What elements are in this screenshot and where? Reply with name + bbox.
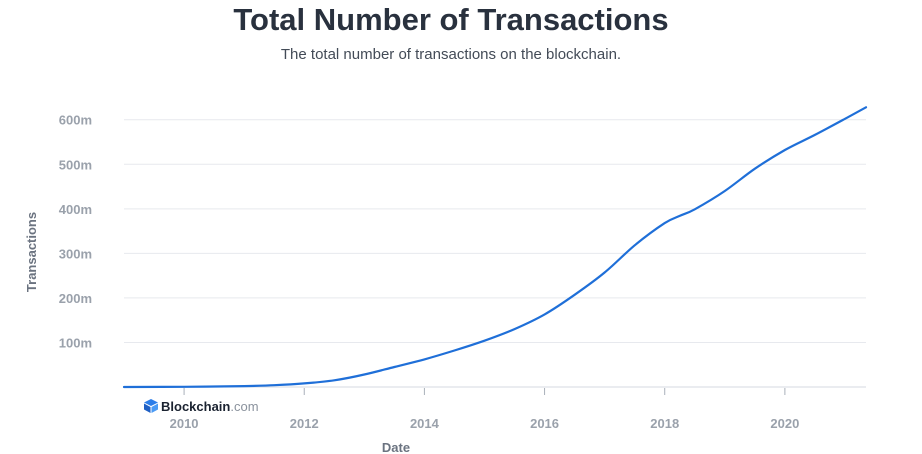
y-tick-label: 600m (59, 113, 92, 128)
gridlines (124, 119, 866, 343)
x-tick-label: 2014 (410, 416, 440, 431)
y-tick-label: 100m (59, 335, 92, 350)
x-tick-label: 2018 (650, 416, 679, 431)
x-tick-label: 2020 (770, 416, 799, 431)
y-axis-ticks: 100m 200m 300m 400m 500m 600m (59, 113, 92, 351)
series-group (122, 106, 868, 389)
y-tick-label: 200m (59, 291, 92, 306)
series-line-0 (122, 106, 868, 389)
y-axis-label: Transactions (24, 212, 39, 292)
y-tick-label: 500m (59, 157, 92, 172)
x-tick-label: 2012 (290, 416, 319, 431)
watermark-suffix: .com (230, 399, 258, 414)
svg-text:Blockchain.com: Blockchain.com (161, 399, 259, 414)
y-tick-label: 400m (59, 202, 92, 217)
chart-subtitle: The total number of transactions on the … (280, 46, 622, 63)
watermark-brand: Blockchain (161, 399, 230, 414)
blockchain-logo-icon (144, 399, 158, 413)
x-tick-label: 2010 (170, 416, 199, 431)
chart-title: Total Number of Transactions (233, 2, 669, 37)
x-axis-ticks: 2010 2012 2014 2016 2018 2020 (170, 388, 799, 431)
y-tick-label: 300m (59, 246, 92, 261)
x-axis-label: Date (382, 440, 410, 454)
blockchain-watermark: Blockchain.com (144, 399, 259, 414)
x-tick-label: 2016 (530, 416, 559, 431)
